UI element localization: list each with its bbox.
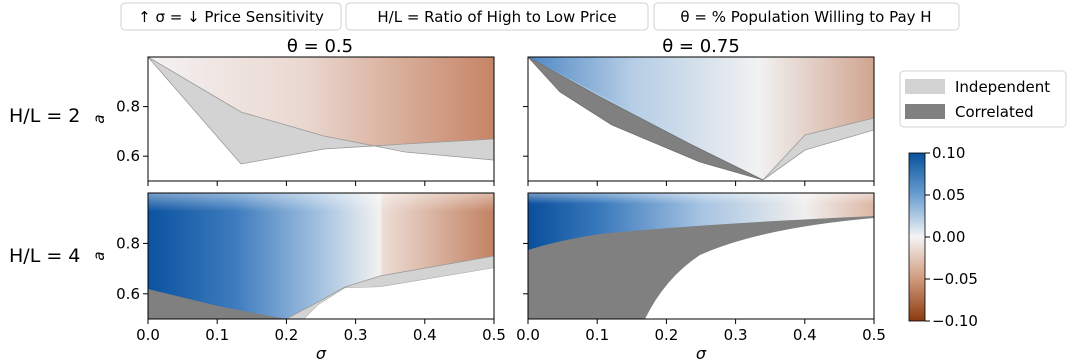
annotation-ratio-box [345,2,649,31]
column-title-theta-0-75: θ = 0.75 [662,36,740,57]
panel-hl4-theta05-fade [148,193,494,230]
panel-hl4-theta075-fade [528,193,874,215]
annotation-sigma: ↑ σ = ↓ Price Sensitivity [120,2,342,31]
legend: Independent Correlated [899,70,1067,128]
xtick-label-hl4-theta075-0.1: 0.1 [585,326,609,344]
xtick-label-hl4-theta075-0: 0.0 [516,326,540,344]
annotation-theta: θ = % Population Willing to Pay H [653,2,960,31]
panel-hl2-theta075-correlated-region [527,56,764,181]
xtick-label-hl4-theta075-0.2: 0.2 [654,326,678,344]
xlabel-hl4-theta05: σ [316,344,327,363]
axes: 0.6 0.8 a 0.0 0.1 0.2 0.3 0.4 0.5 0.6 0.8 a σ 0.0 0.1 0… [90,98,886,363]
annotation-ratio-text: H/L = Ratio of High to Low Price [377,8,616,26]
panel-hl4-theta075-frame [527,192,875,320]
xtick-label-hl4-theta075-0.3: 0.3 [724,326,748,344]
xtick-label-hl4-theta075-0.4: 0.4 [793,326,817,344]
panel-hl2-theta075-fade [528,57,763,180]
ytick-label-hl4-theta05-0.6: 0.6 [116,285,140,303]
colorbar-tick-label-3: −0.05 [932,270,978,288]
panel-hl4-theta075-white-region [645,218,874,319]
legend-swatch-correlated [905,104,945,119]
panel-hl2-theta075 [527,56,875,182]
panel-hl2-theta05-frame [147,56,495,182]
annotation-sigma-text: ↑ σ = ↓ Price Sensitivity [138,8,324,26]
ytick-label-hl2-theta05-0.8: 0.8 [116,98,140,116]
legend-label-independent: Independent [955,78,1050,96]
panel-hl4-theta05-white-region [304,268,494,319]
xtick-label-hl4-theta05-0.3: 0.3 [344,326,368,344]
panel-hl4-theta05-frame [147,192,495,320]
xtick-label-hl4-theta075-0.5: 0.5 [862,326,886,344]
annotation-theta-text: θ = % Population Willing to Pay H [680,8,931,26]
annotation-theta-box [653,2,960,31]
colorbar-tick-label-0: 0.10 [932,144,965,162]
colorbar-tick-label-2: 0.00 [932,228,965,246]
colorbar-ticks: 0.10 0.05 0.00 −0.05 −0.10 [925,144,978,330]
colorbar-tick-label-4: −0.10 [932,312,978,330]
xtick-label-hl4-theta05-0: 0.0 [136,326,160,344]
column-title-theta-0-5: θ = 0.5 [287,36,353,57]
annotation-sigma-box [120,2,342,31]
xlabel-hl4-theta075: σ [696,344,707,363]
ytick-label-hl2-theta05-0.6: 0.6 [116,147,140,165]
panel-hl2-theta075-frame [527,56,875,182]
panel-hl2-theta075-colored-region [528,57,874,180]
legend-swatch-independent [905,79,945,94]
colorbar: 0.10 0.05 0.00 −0.05 −0.10 [908,144,978,330]
xtick-label-hl4-theta05-0.2: 0.2 [274,326,298,344]
xtick-label-hl4-theta05-0.4: 0.4 [413,326,437,344]
ylabel-hl4-theta05: a [90,251,108,260]
panel-hl2-theta05 [147,56,495,182]
row-label-hl-2: H/L = 2 [9,105,80,127]
panel-hl4-theta075 [527,192,875,320]
xtick-label-hl4-theta05-0.5: 0.5 [482,326,506,344]
colorbar-tick-label-1: 0.05 [932,186,965,204]
ylabel-hl2-theta05: a [90,114,108,123]
row-label-hl-4: H/L = 4 [9,245,80,267]
xtick-label-hl4-theta05-0.1: 0.1 [205,326,229,344]
colorbar-gradient [908,152,926,322]
annotation-ratio: H/L = Ratio of High to Low Price [345,2,649,31]
panel-hl4-theta05-correlated-region [148,289,286,319]
panel-hl4-theta05 [147,192,495,320]
legend-label-correlated: Correlated [955,103,1034,121]
ytick-label-hl4-theta05-0.8: 0.8 [116,234,140,252]
